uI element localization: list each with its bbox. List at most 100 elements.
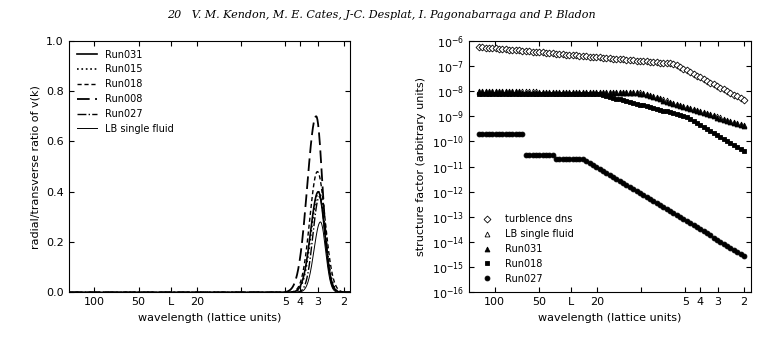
Run031 xyxy=(645,94,655,98)
Run018 xyxy=(655,108,664,112)
LB single fluid xyxy=(655,96,664,100)
Run027 xyxy=(739,254,748,258)
LB single fluid xyxy=(591,90,600,94)
LB single fluid xyxy=(632,90,641,95)
Run027 xyxy=(72,290,82,294)
X-axis label: wavelength (lattice units): wavelength (lattice units) xyxy=(538,313,681,323)
turblence dns xyxy=(474,45,483,49)
Run018 xyxy=(123,290,133,294)
Run031 xyxy=(331,288,341,292)
LB single fluid xyxy=(70,290,79,294)
Run031 xyxy=(655,98,664,102)
LB single fluid xyxy=(709,113,719,117)
Text: 20   V. M. Kendon, M. E. Cates, J-C. Desplat, I. Pagonabarraga and P. Bladon: 20 V. M. Kendon, M. E. Cates, J-C. Despl… xyxy=(167,10,595,20)
Run018 xyxy=(591,91,600,96)
Run015 xyxy=(123,290,133,294)
Run018 xyxy=(474,91,483,96)
Line: turblence dns: turblence dns xyxy=(476,45,746,102)
Run031 xyxy=(64,290,73,294)
Run018 xyxy=(709,131,719,135)
Run027 xyxy=(645,197,655,201)
LB single fluid xyxy=(346,290,355,294)
LB single fluid xyxy=(331,290,341,294)
Run018 xyxy=(313,170,322,174)
Run008 xyxy=(64,290,73,294)
Run031 xyxy=(209,290,218,294)
Line: Run015: Run015 xyxy=(69,192,351,292)
Run031 xyxy=(709,115,719,119)
LB single fluid xyxy=(64,290,73,294)
Run018 xyxy=(209,290,218,294)
LB single fluid xyxy=(209,290,218,294)
LB single fluid xyxy=(474,89,483,93)
Run008 xyxy=(123,290,133,294)
Run027 xyxy=(315,195,324,199)
Run027 xyxy=(474,132,483,136)
Run018 xyxy=(739,149,748,153)
Run015 xyxy=(72,290,82,294)
Run031 xyxy=(591,91,600,95)
turblence dns xyxy=(739,98,748,102)
Line: LB single fluid: LB single fluid xyxy=(69,222,351,292)
Run008 xyxy=(72,290,82,294)
Legend: Run031, Run015, Run018, Run008, Run027, LB single fluid: Run031, Run015, Run018, Run008, Run027, … xyxy=(73,46,178,138)
Run027 xyxy=(72,290,82,294)
Run031 xyxy=(632,91,641,96)
LB single fluid xyxy=(316,220,325,224)
Run018 xyxy=(346,290,355,294)
Line: Run027: Run027 xyxy=(69,197,351,292)
Run008 xyxy=(72,290,82,294)
LB single fluid xyxy=(216,290,226,294)
Run027 xyxy=(216,290,226,294)
Run027 xyxy=(64,290,73,294)
turblence dns xyxy=(655,61,664,65)
turblence dns xyxy=(591,55,600,59)
Run031 xyxy=(474,90,483,94)
turblence dns xyxy=(636,59,645,63)
Run008 xyxy=(331,289,341,293)
Run027 xyxy=(331,289,341,293)
Run027 xyxy=(632,189,641,193)
X-axis label: wavelength (lattice units): wavelength (lattice units) xyxy=(138,313,281,323)
Run015 xyxy=(64,290,73,294)
Run008 xyxy=(216,290,226,294)
LB single fluid xyxy=(123,290,133,294)
LB single fluid xyxy=(739,123,748,127)
Run018 xyxy=(64,290,73,294)
Line: Run031: Run031 xyxy=(69,192,351,292)
Run015 xyxy=(315,190,324,194)
Line: Run018: Run018 xyxy=(476,91,746,154)
LB single fluid xyxy=(645,93,655,97)
Run018 xyxy=(632,102,641,106)
Run018 xyxy=(216,290,226,294)
Run027 xyxy=(709,236,719,240)
Run027 xyxy=(209,290,218,294)
Line: Run031: Run031 xyxy=(476,90,746,129)
Line: Run008: Run008 xyxy=(69,116,351,292)
Run018 xyxy=(72,290,82,294)
Run018 xyxy=(72,290,82,294)
Run018 xyxy=(636,102,645,106)
LB single fluid xyxy=(636,90,645,95)
LB single fluid xyxy=(72,290,82,294)
Run031 xyxy=(72,290,82,294)
Run031 xyxy=(314,190,323,194)
LB single fluid xyxy=(72,290,82,294)
Run018 xyxy=(645,105,655,109)
Run015 xyxy=(209,290,218,294)
Run027 xyxy=(346,290,355,294)
turblence dns xyxy=(632,58,641,63)
Line: LB single fluid: LB single fluid xyxy=(476,88,746,128)
Y-axis label: radial/transverse ratio of v(k): radial/transverse ratio of v(k) xyxy=(30,85,40,249)
Run031 xyxy=(636,91,645,96)
Run031 xyxy=(123,290,133,294)
Run015 xyxy=(216,290,226,294)
Run031 xyxy=(346,290,355,294)
Line: Run018: Run018 xyxy=(69,172,351,292)
Run015 xyxy=(72,290,82,294)
Line: Run027: Run027 xyxy=(476,132,746,258)
Run008 xyxy=(346,290,355,294)
Run027 xyxy=(655,203,664,207)
Run015 xyxy=(331,288,341,292)
Run031 xyxy=(72,290,82,294)
